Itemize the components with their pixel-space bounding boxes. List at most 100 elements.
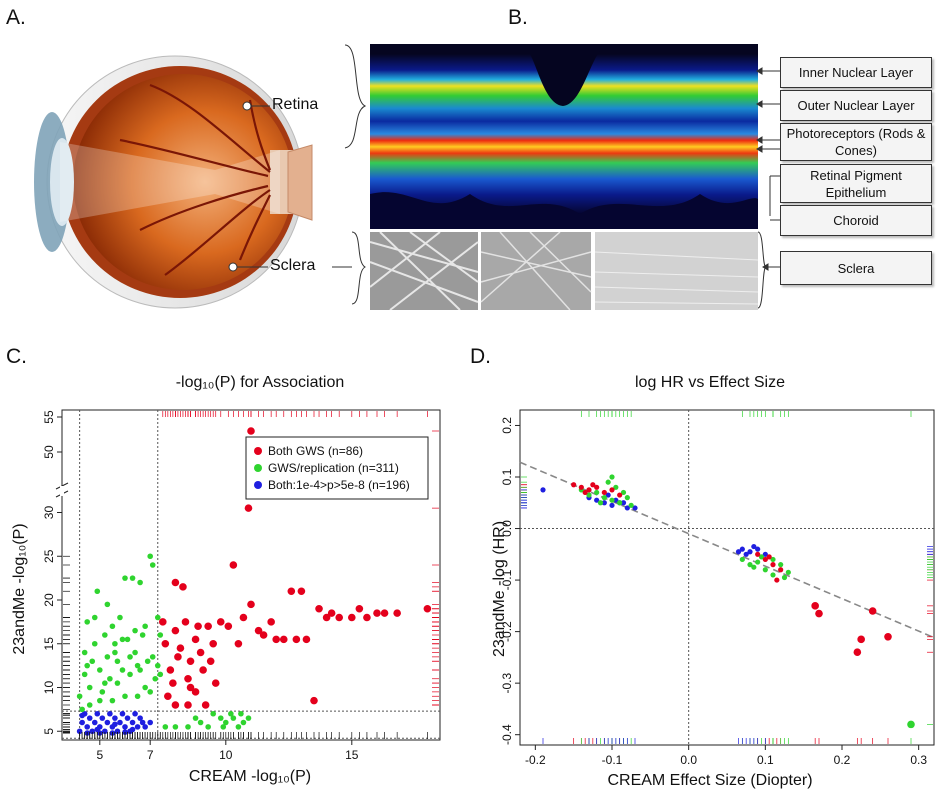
chart-d-point xyxy=(597,500,604,506)
chart-c-point xyxy=(240,719,247,726)
chart-c-point xyxy=(104,719,111,726)
layer-label-sclera: Sclera xyxy=(780,251,932,285)
chart-c-point xyxy=(206,657,215,666)
chart-c-point xyxy=(247,427,255,435)
chart-d-fit-line xyxy=(519,461,935,639)
chart-c-xtick-label: 15 xyxy=(345,748,359,762)
chart-d-point xyxy=(739,556,745,563)
chart-c-point xyxy=(86,684,93,691)
chart-c-point xyxy=(114,728,121,735)
chart-c-point xyxy=(191,635,200,644)
chart-d-point xyxy=(774,577,780,583)
chart-c-ytick-label: 50 xyxy=(42,445,56,459)
chart-d-point xyxy=(762,556,768,563)
chart-c-point xyxy=(322,613,331,622)
chart-c-point xyxy=(134,662,141,669)
chart-c-point xyxy=(119,636,126,643)
chart-c-point xyxy=(124,636,131,643)
chart-c-point xyxy=(217,715,224,721)
chart-c-point xyxy=(157,632,164,638)
chart-d-ytick-label: -0.4 xyxy=(500,724,514,745)
retina-label: Retina xyxy=(272,96,319,113)
chart-d-point xyxy=(578,484,584,490)
chart-c-legend-marker xyxy=(254,447,262,455)
chart-c-point xyxy=(235,724,242,730)
layer-label-photoreceptors: Photoreceptors (Rods & Cones) xyxy=(780,123,932,161)
chart-c-point xyxy=(76,693,83,700)
chart-d-point xyxy=(751,543,757,550)
chart-d-point xyxy=(609,497,615,503)
chart-d-ytick-label: 0.0 xyxy=(500,520,514,537)
chart-d-point xyxy=(762,551,768,557)
chart-c-point xyxy=(114,680,121,686)
chart-c-point xyxy=(129,719,136,726)
chart-c-point xyxy=(181,618,190,626)
chart-d-xtick-label: 0.1 xyxy=(757,753,774,767)
chart-d-plot: -0.2 -0.1 0.0 0.1 0.2 0.3 0.2 0.1 0.0 -0.1 -0.2 -0.… xyxy=(500,409,935,767)
chart-c-legend-label: Both:1e-4>p>5e-8 (n=196) xyxy=(268,478,410,492)
panel-label-b: B. xyxy=(508,6,528,29)
chart-c-xtick-label: 10 xyxy=(219,748,233,762)
chart-c-point xyxy=(91,640,98,647)
sclera-label: Sclera xyxy=(270,257,316,274)
chart-c-point xyxy=(122,575,128,581)
chart-c-point xyxy=(164,692,172,701)
chart-c-point xyxy=(196,648,205,657)
chart-c-point xyxy=(302,635,311,644)
chart-d-point xyxy=(770,562,776,568)
chart-c-point xyxy=(279,635,288,644)
chart-c-point xyxy=(297,587,306,596)
chart-d-point xyxy=(613,497,619,503)
chart-d-point xyxy=(601,495,607,501)
chart-d-point xyxy=(907,720,915,729)
layer-label-rpe: Retinal Pigment Epithelium xyxy=(780,164,932,203)
chart-c-point xyxy=(147,719,153,726)
chart-c-point xyxy=(137,579,143,586)
chart-c-point xyxy=(84,619,90,625)
chart-c-point xyxy=(117,614,123,621)
chart-c-point xyxy=(84,662,90,669)
chart-d-point xyxy=(605,492,611,498)
chart-c-point xyxy=(393,609,401,617)
chart-c-point xyxy=(209,639,217,648)
chart-d-point xyxy=(617,492,623,498)
chart-d-xtick-label: -0.1 xyxy=(602,753,623,767)
chart-c-point xyxy=(335,613,344,622)
chart-c-point xyxy=(230,715,237,721)
chart-c-point xyxy=(169,679,177,687)
chart-c-point xyxy=(373,609,381,617)
chart-d-point xyxy=(624,495,630,501)
chart-c-point xyxy=(192,715,199,721)
chart-c-point xyxy=(191,688,200,696)
chart-d-point xyxy=(540,487,546,493)
chart-c-point xyxy=(185,724,191,730)
chart-c-point xyxy=(184,701,192,709)
chart-d-point xyxy=(747,549,753,555)
chart-d-xtick-label: 0.0 xyxy=(680,753,697,767)
chart-d-point xyxy=(857,635,865,644)
chart-c-point xyxy=(99,689,106,695)
layer-pointer-arrows xyxy=(756,67,780,309)
chart-c-point xyxy=(186,657,195,666)
chart-d-point xyxy=(735,549,742,555)
sclera-micrographs xyxy=(370,232,758,310)
chart-c-point xyxy=(166,666,175,674)
chart-c-point xyxy=(102,632,108,638)
chart-d-point xyxy=(778,567,784,573)
chart-c-point xyxy=(292,635,301,644)
chart-c-point xyxy=(234,639,243,648)
chart-c-point xyxy=(245,715,252,721)
chart-d-point xyxy=(766,554,772,560)
chart-d-point xyxy=(571,482,577,488)
chart-c-point xyxy=(147,689,153,695)
chart-c-point xyxy=(142,623,148,630)
chart-c-point xyxy=(127,671,133,678)
chart-c-point xyxy=(380,609,389,617)
chart-c-point xyxy=(102,680,108,686)
chart-c-point xyxy=(348,613,356,622)
chart-d-point xyxy=(609,502,615,508)
chart-c-point xyxy=(119,667,126,673)
chart-d-ytick-label: -0.3 xyxy=(500,672,514,693)
chart-d-ytick-label: 0.2 xyxy=(500,417,514,434)
chart-d-point xyxy=(594,497,600,503)
